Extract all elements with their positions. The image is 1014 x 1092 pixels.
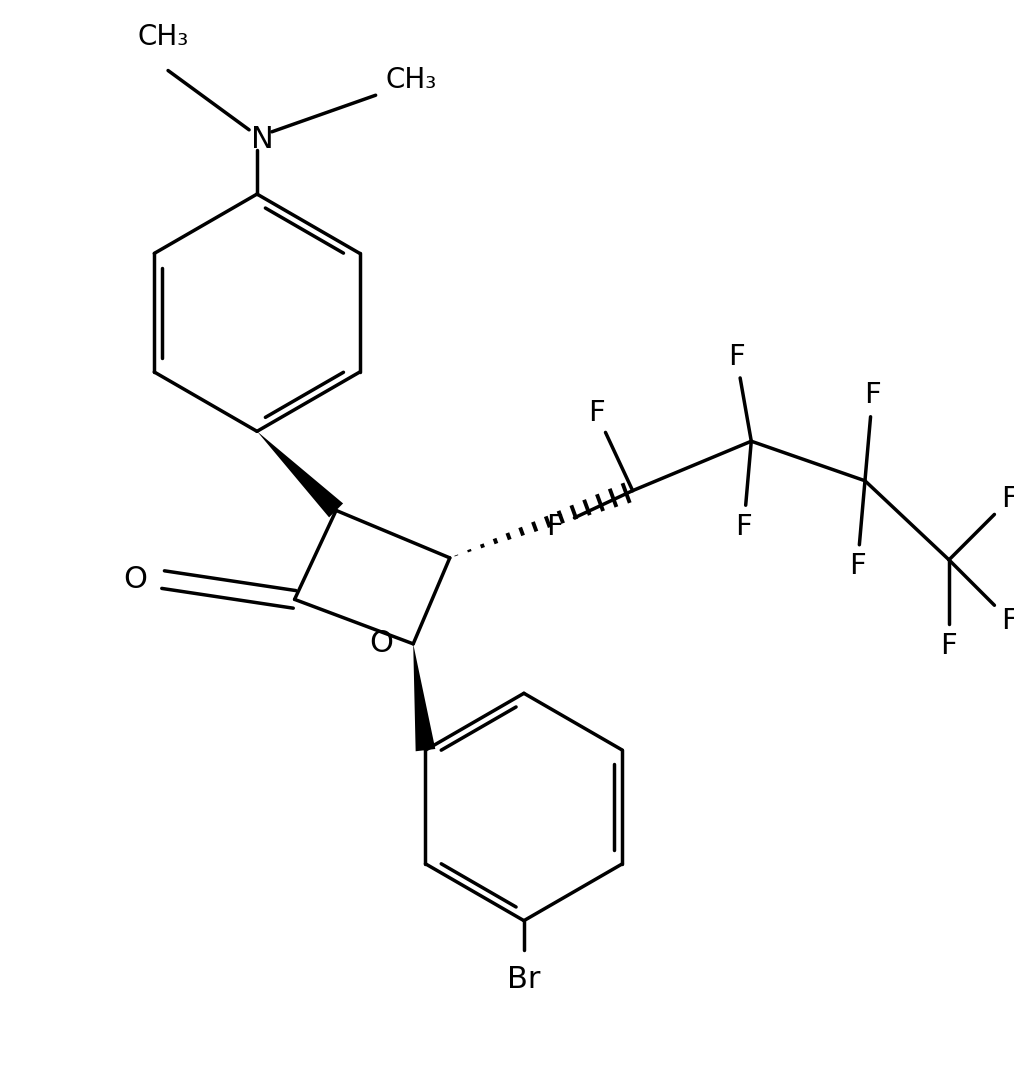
Text: F: F	[547, 513, 563, 541]
Text: F: F	[588, 399, 604, 427]
Text: F: F	[849, 553, 866, 581]
Text: F: F	[728, 343, 744, 370]
Text: F: F	[735, 513, 752, 541]
Text: CH₃: CH₃	[385, 67, 437, 94]
Text: F: F	[1002, 607, 1014, 634]
Text: CH₃: CH₃	[138, 23, 189, 50]
Polygon shape	[257, 431, 343, 518]
Text: F: F	[941, 632, 957, 660]
Polygon shape	[414, 644, 435, 751]
Text: F: F	[1002, 485, 1014, 513]
Text: Br: Br	[507, 965, 540, 994]
Text: O: O	[369, 629, 393, 658]
Text: N: N	[250, 126, 274, 154]
Text: O: O	[124, 566, 147, 594]
Text: F: F	[864, 381, 881, 410]
